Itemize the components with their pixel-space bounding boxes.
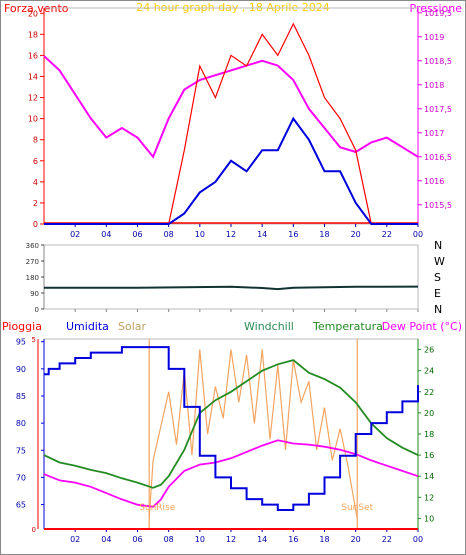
compass-label: E — [434, 287, 441, 300]
temp-tick-label: 26 — [424, 346, 434, 355]
temp-tick-label: 12 — [424, 493, 434, 502]
bottom-x-tick-label: 20 — [351, 535, 361, 544]
humidity-tick-label: 70 — [16, 473, 26, 482]
bottom-x-tick-label: 06 — [132, 535, 142, 544]
temp-tick-label: 16 — [424, 451, 434, 460]
sunrise-label: SunRise — [139, 503, 176, 513]
top-x-tick-label: 14 — [257, 230, 267, 239]
series-umidita — [44, 346, 419, 511]
pressure-tick-label: 1019,5 — [424, 9, 452, 18]
wind-tick-label: 6 — [33, 157, 38, 166]
top-x-tick-label: 00 — [413, 230, 423, 239]
pressure-tick-label: 1019 — [424, 33, 444, 42]
solar-axis-title: Solar — [118, 320, 147, 333]
series-temperatura — [43, 359, 419, 489]
pressure-axis-title: Pressione — [410, 2, 463, 15]
pressure-tick-label: 1018 — [424, 81, 444, 90]
rain-axis-title: Pioggia — [2, 320, 42, 333]
top-x-tick-label: 02 — [70, 230, 80, 239]
humidity-tick-label: 65 — [16, 501, 26, 510]
pressure-tick-label: 1015,5 — [424, 201, 452, 210]
pressure-tick-label: 1017 — [424, 129, 444, 138]
direction-tick-label: 270 — [26, 258, 39, 266]
temp-tick-label: 24 — [424, 367, 434, 376]
humidity-tick-label: 90 — [16, 365, 26, 374]
series-solar — [148, 349, 358, 519]
wind-tick-label: 20 — [28, 9, 38, 18]
temp-tick-label: 14 — [424, 472, 434, 481]
rain-tick-label: 5 — [32, 336, 36, 344]
series-vento-medio — [44, 116, 418, 225]
bottom-x-tick-label: 18 — [319, 535, 329, 544]
temp-tick-label: 18 — [424, 430, 434, 439]
compass-label: W — [434, 255, 445, 268]
compass-label: N — [434, 303, 442, 316]
wind-axis-title: Forza vento — [4, 2, 69, 15]
temp-tick-label: 20 — [424, 409, 434, 418]
top-x-tick-label: 08 — [164, 230, 174, 239]
humidity-tick-label: 85 — [16, 392, 26, 401]
pressure-tick-label: 1016 — [424, 177, 444, 186]
pressure-tick-label: 1016,5 — [424, 153, 452, 162]
bottom-x-tick-label: 12 — [226, 535, 236, 544]
top-x-tick-label: 06 — [132, 230, 142, 239]
top-x-tick-label: 12 — [226, 230, 236, 239]
top-x-tick-label: 10 — [195, 230, 205, 239]
dewpoint-axis-title: Dew Point (°C) — [382, 320, 462, 333]
wind-tick-label: 2 — [33, 199, 38, 208]
compass-label: N — [434, 239, 442, 252]
bottom-x-tick-label: 04 — [101, 535, 111, 544]
bottom-x-tick-label: 10 — [195, 535, 205, 544]
top-x-tick-label: 04 — [101, 230, 111, 239]
direction-tick-label: 90 — [30, 290, 39, 298]
wind-tick-label: 10 — [28, 115, 38, 124]
bottom-x-tick-label: 16 — [288, 535, 298, 544]
direction-tick-label: 180 — [26, 274, 39, 282]
wind-tick-label: 18 — [28, 30, 38, 39]
direction-tick-label: 360 — [26, 242, 39, 250]
temperature-axis-title: Temperatura — [312, 320, 383, 333]
windchill-axis-title: Windchill — [244, 320, 294, 333]
top-x-tick-label: 16 — [288, 230, 298, 239]
humidity-tick-label: 75 — [16, 446, 26, 455]
rain-tick-label: 0 — [32, 526, 36, 534]
sunset-label: SunSet — [341, 503, 373, 513]
wind-tick-label: 4 — [33, 178, 38, 187]
wind-tick-label: 12 — [28, 94, 38, 103]
wind-tick-label: 16 — [28, 51, 38, 60]
temp-tick-label: 22 — [424, 388, 434, 397]
bottom-x-tick-label: 02 — [70, 535, 80, 544]
top-x-tick-label: 20 — [351, 230, 361, 239]
humidity-axis-title: Umidita — [66, 320, 109, 333]
humidity-tick-label: 80 — [16, 419, 26, 428]
bottom-x-tick-label: 08 — [164, 535, 174, 544]
temp-tick-label: 10 — [424, 514, 434, 523]
compass-label: S — [434, 271, 441, 284]
wind-tick-label: 8 — [33, 136, 38, 145]
temp-humidity-chart: Pioggia Umidita Solar Windchill Temperat… — [2, 320, 462, 544]
wind-tick-label: 14 — [28, 72, 38, 81]
wind-pressure-chart: Forza vento 24 hour graph day , 18 April… — [4, 1, 462, 239]
bottom-x-tick-label: 22 — [382, 535, 392, 544]
wind-tick-label: 0 — [33, 220, 38, 229]
top-x-tick-label: 22 — [382, 230, 392, 239]
bottom-x-tick-label: 00 — [413, 535, 423, 544]
humidity-tick-label: 95 — [16, 338, 26, 347]
top-x-tick-label: 18 — [319, 230, 329, 239]
bottom-x-tick-label: 14 — [257, 535, 267, 544]
pressure-tick-label: 1017,5 — [424, 105, 452, 114]
direction-tick-label: 0 — [35, 306, 39, 314]
pressure-tick-label: 1018,5 — [424, 57, 452, 66]
series-wind-direction — [44, 285, 419, 291]
series-dew-point — [43, 439, 419, 508]
